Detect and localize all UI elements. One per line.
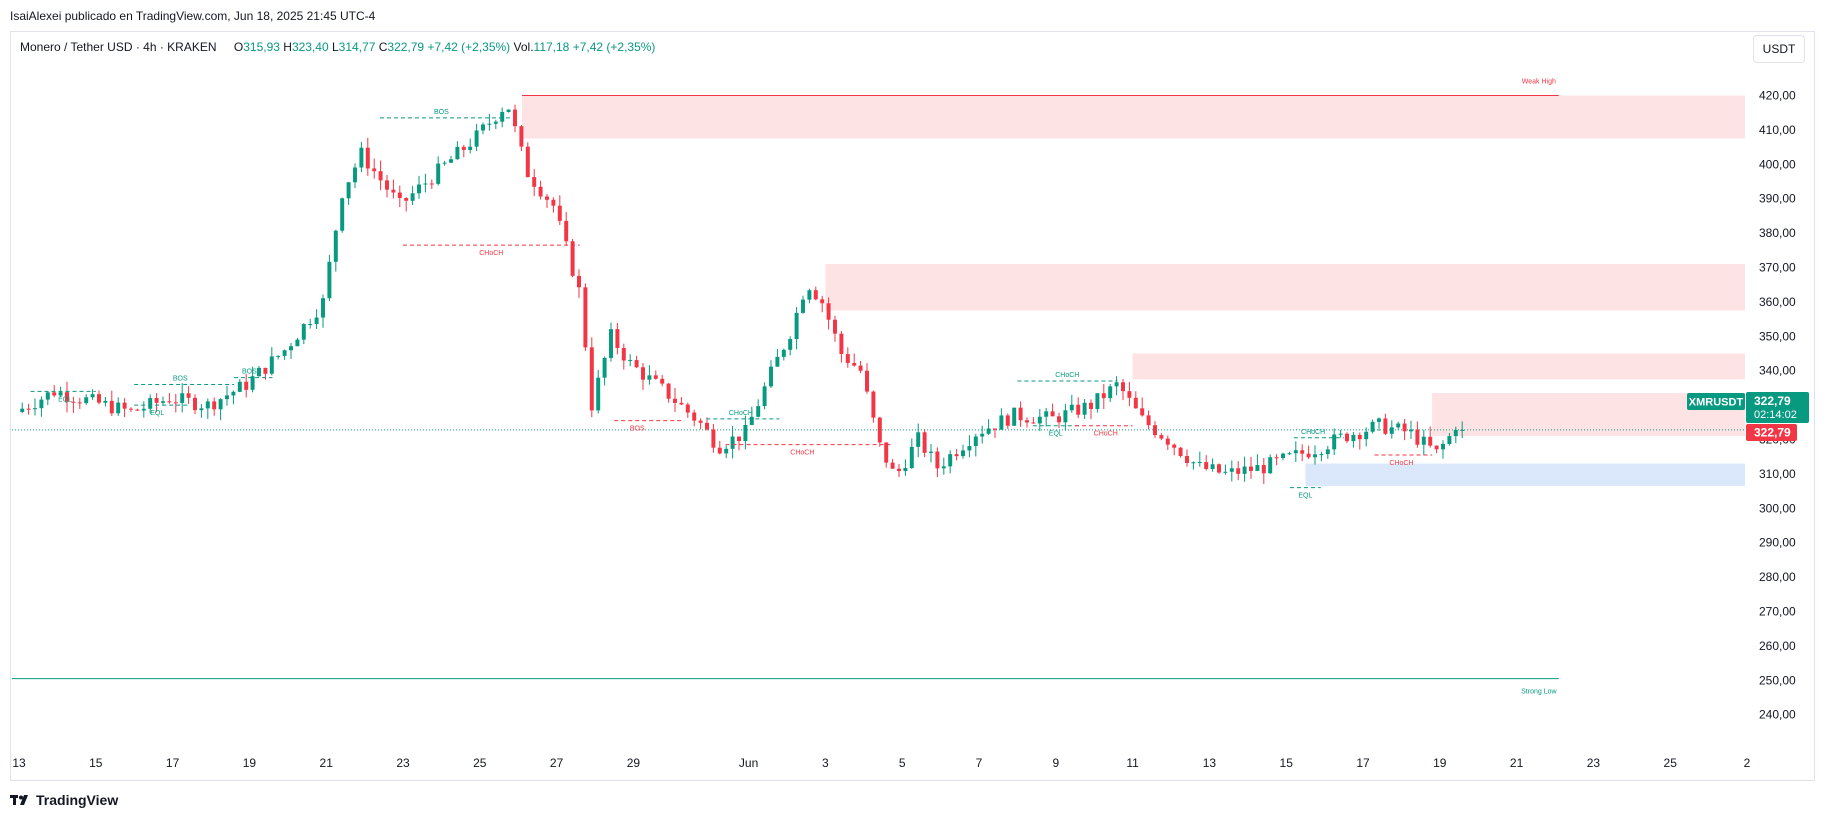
tradingview-logo-icon <box>10 795 28 805</box>
legend-close-value: 322,79 <box>387 40 425 54</box>
currency-unit-button[interactable]: USDT <box>1753 35 1805 63</box>
chart-frame[interactable] <box>10 31 1815 781</box>
legend-open-label: O <box>233 40 244 54</box>
legend-symbol[interactable]: Monero / Tether USD · 4h · KRAKEN <box>20 40 217 54</box>
legend-volume-value: 117,18 <box>533 40 570 54</box>
legend-volume-change: +7,42 (+2,35%) <box>572 40 656 54</box>
chart-legend: Monero / Tether USD · 4h · KRAKEN O315,9… <box>20 40 655 54</box>
legend-low-label: L <box>331 40 339 54</box>
tradingview-brand: TradingView <box>36 792 119 808</box>
legend-low-value: 314,77 <box>338 40 376 54</box>
legend-high-label: H <box>283 40 292 54</box>
legend-volume-label: Vol. <box>513 40 534 54</box>
legend-change: +7,42 (+2,35%) <box>427 40 511 54</box>
legend-open-value: 315,93 <box>243 40 280 54</box>
legend-high-value: 323,40 <box>291 40 329 54</box>
tradingview-logo[interactable]: TradingView <box>10 792 118 808</box>
published-by-header: IsaiAlexei publicado en TradingView.com,… <box>10 9 376 23</box>
legend-close-label: C <box>378 40 388 54</box>
